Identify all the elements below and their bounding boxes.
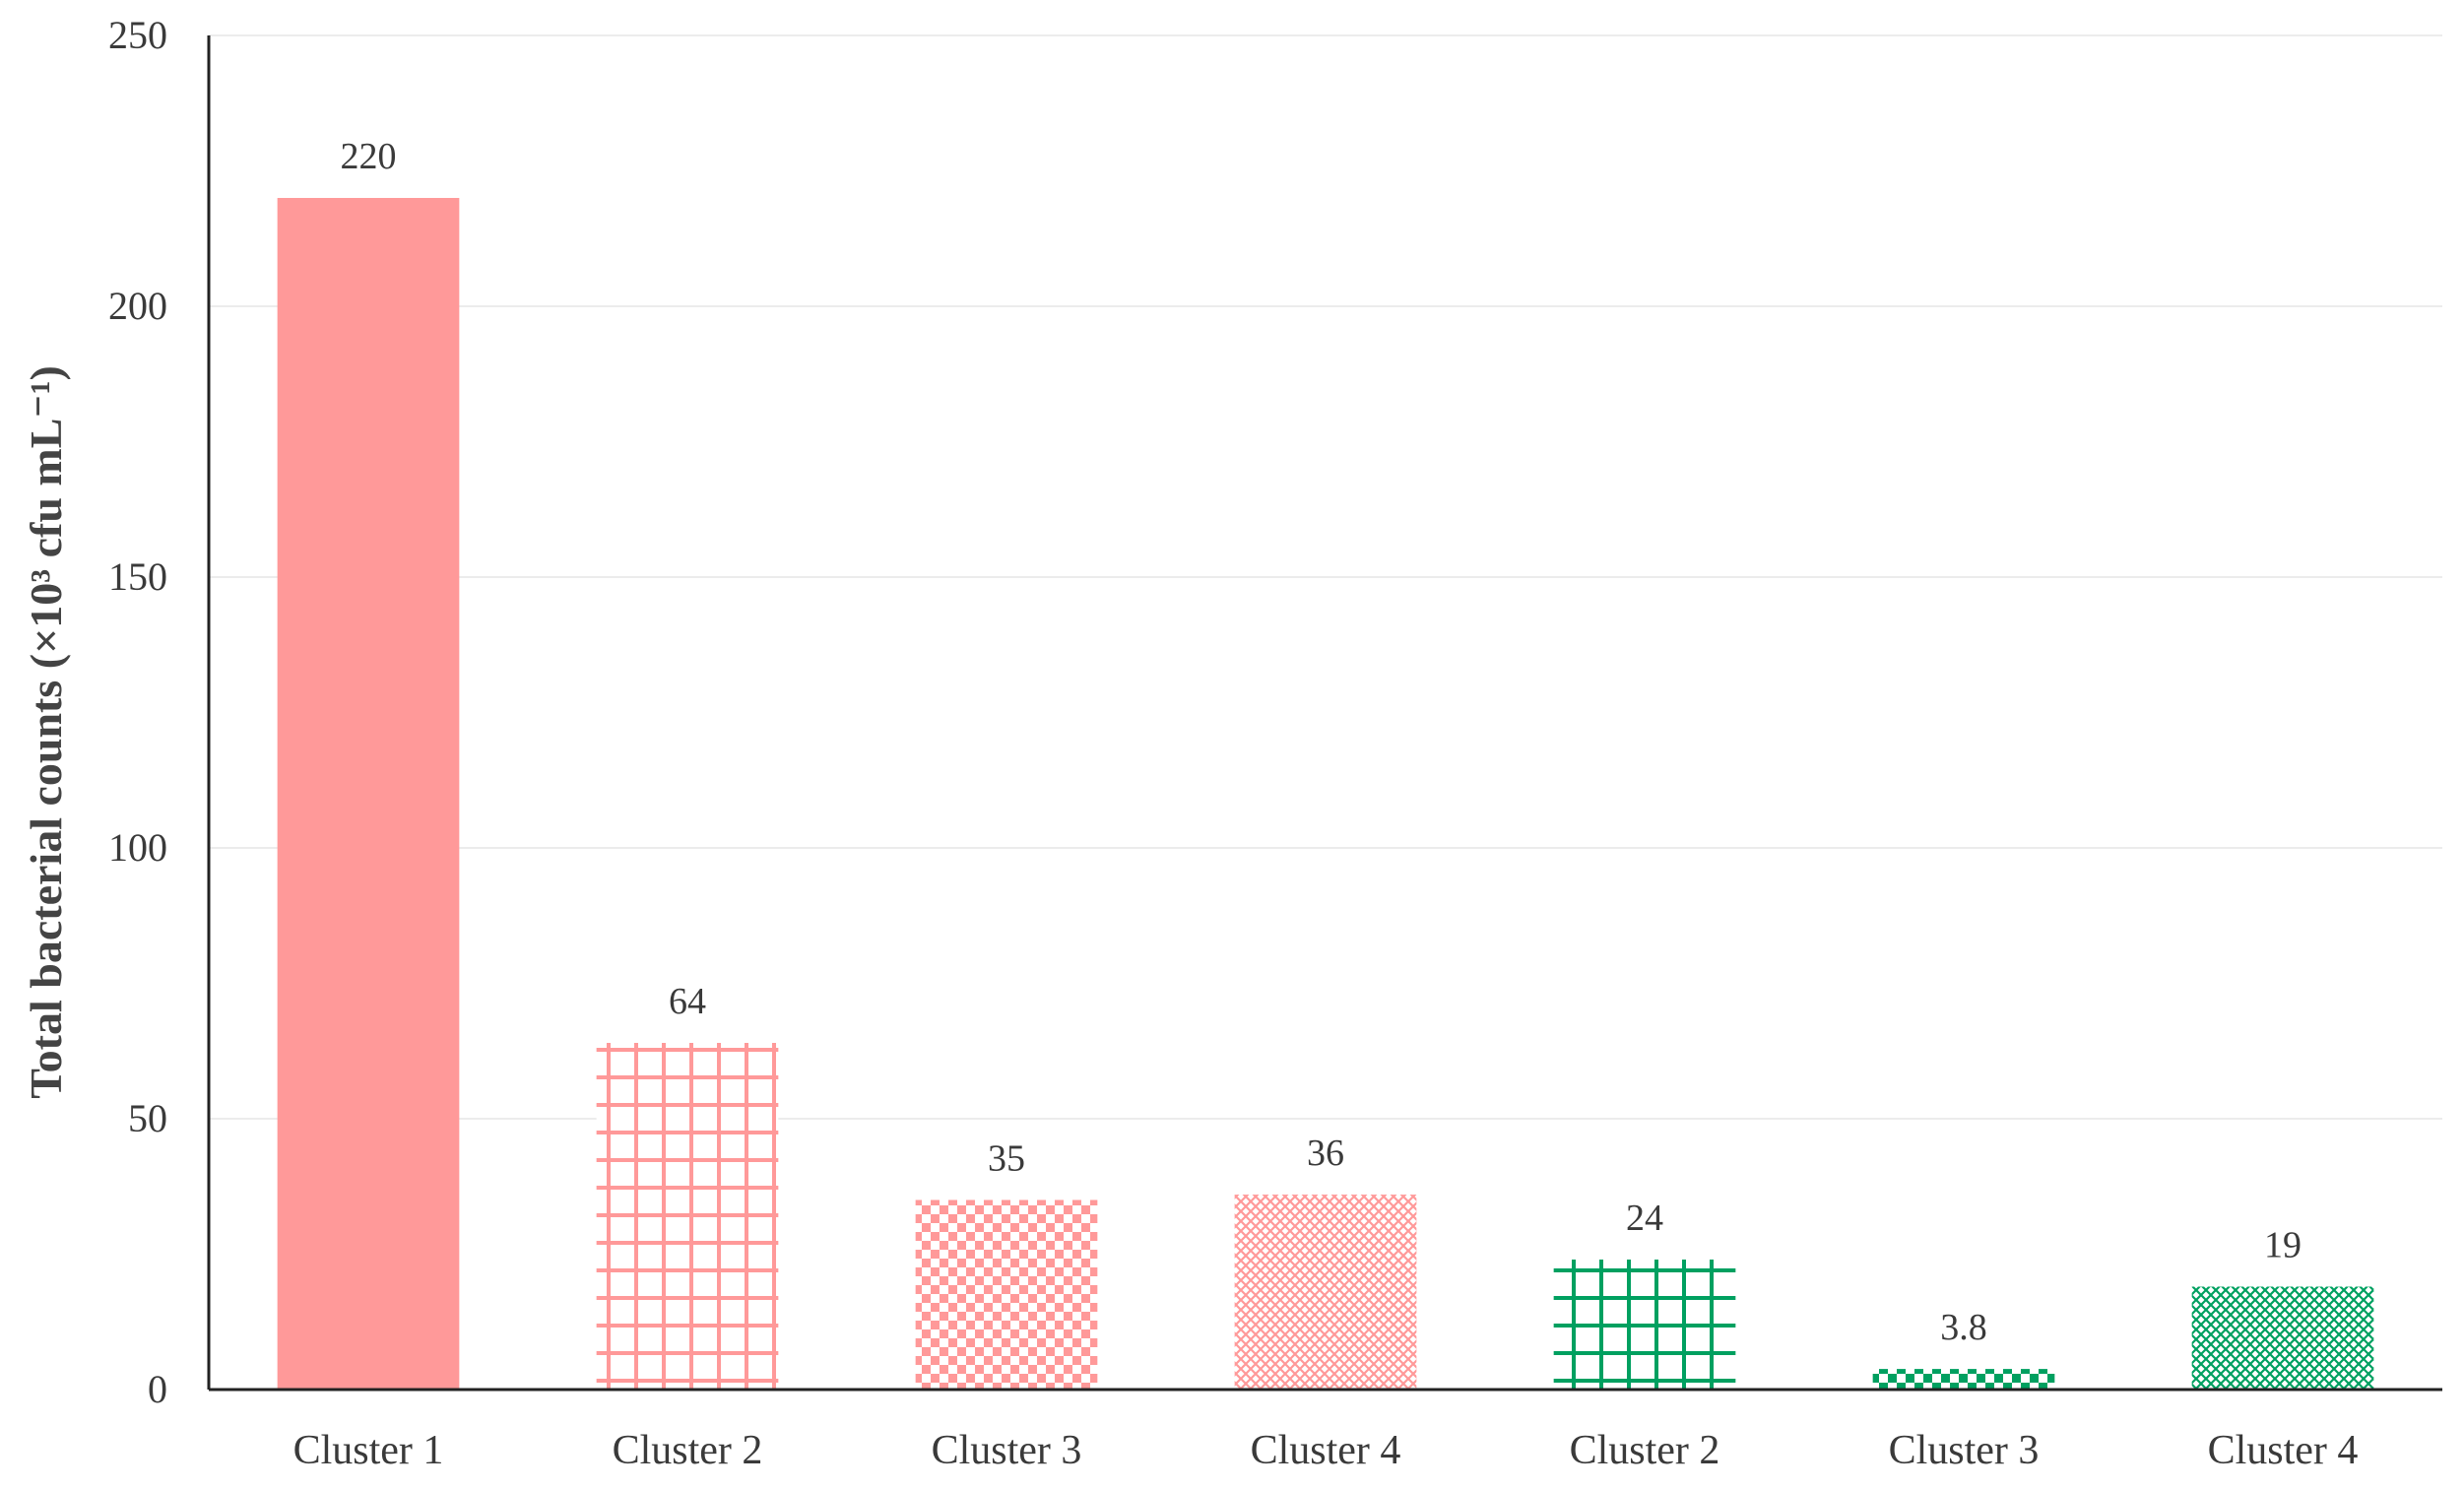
y-tick-label: 150 xyxy=(108,554,167,599)
data-label-4: 36 xyxy=(1307,1133,1344,1174)
bar-1 xyxy=(277,198,460,1390)
bars xyxy=(277,198,2374,1390)
y-tick-label: 0 xyxy=(148,1367,167,1411)
category-label-4: Cluster 4 xyxy=(1251,1428,1401,1473)
bar-5 xyxy=(1553,1260,1736,1390)
bar-3 xyxy=(915,1199,1098,1390)
axes xyxy=(207,35,2442,1392)
y-tick-label: 200 xyxy=(108,284,167,328)
y-axis-title: Total bacterial counts (×10³ cfu mL⁻¹) xyxy=(21,365,71,1099)
data-label-7: 19 xyxy=(2264,1225,2302,1266)
bar-6 xyxy=(1872,1369,2055,1390)
category-label-6: Cluster 3 xyxy=(1889,1428,2040,1473)
x-category-labels: Cluster 1 Cluster 2 Cluster 3 Cluster 4 Clus… xyxy=(293,1428,2359,1473)
bar-2 xyxy=(596,1043,779,1390)
y-tick-label: 100 xyxy=(108,825,167,870)
gridlines xyxy=(209,34,2442,1120)
bar-4 xyxy=(1234,1195,1417,1390)
category-label-1: Cluster 1 xyxy=(293,1428,444,1473)
y-tick-label: 250 xyxy=(108,13,167,57)
category-label-2: Cluster 2 xyxy=(613,1428,763,1473)
category-label-7: Cluster 4 xyxy=(2208,1428,2359,1473)
data-label-2: 64 xyxy=(669,981,706,1022)
data-label-6: 3.8 xyxy=(1940,1307,1987,1348)
data-label-3: 35 xyxy=(988,1138,1025,1180)
y-tick-labels: 0 50 100 150 200 250 xyxy=(108,13,167,1411)
data-label-5: 24 xyxy=(1626,1198,1663,1239)
data-label-1: 220 xyxy=(341,136,397,177)
y-tick-label: 50 xyxy=(128,1096,167,1140)
data-labels: 220 64 35 36 24 3.8 19 xyxy=(341,136,2302,1348)
bar-7 xyxy=(2191,1286,2374,1390)
category-label-5: Cluster 2 xyxy=(1570,1428,1720,1473)
category-label-3: Cluster 3 xyxy=(932,1428,1082,1473)
